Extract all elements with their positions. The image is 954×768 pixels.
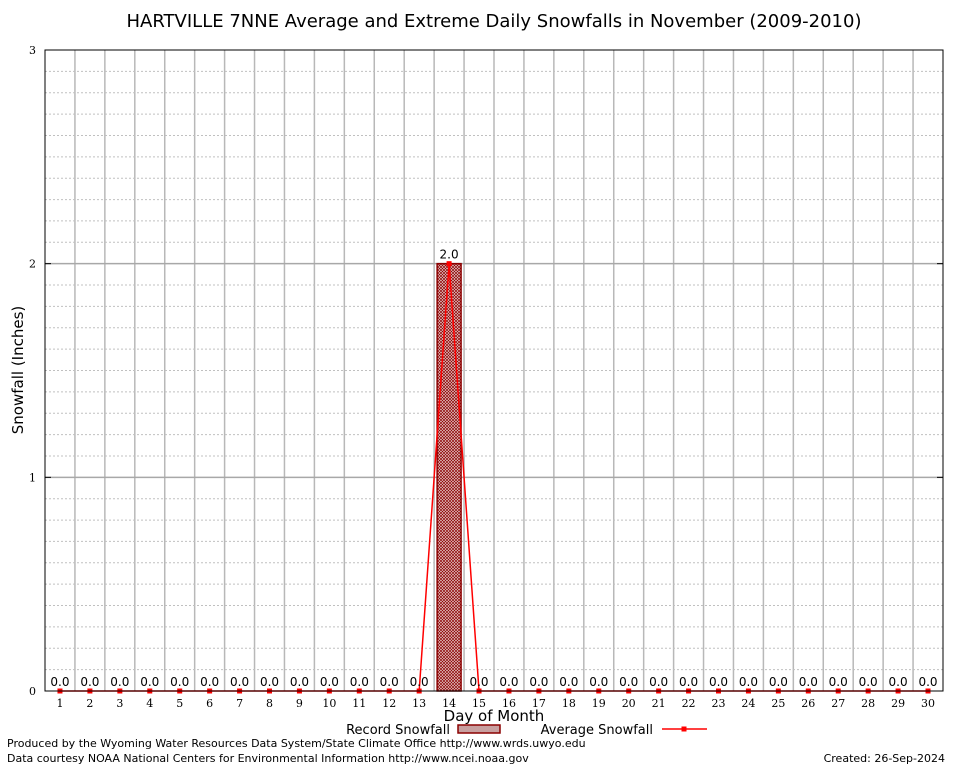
data-label: 0.0 (829, 675, 848, 689)
bars (436, 262, 462, 692)
x-tick-label: 8 (266, 697, 273, 710)
data-label: 0.0 (110, 675, 129, 689)
data-label: 0.0 (350, 675, 369, 689)
data-label: 0.0 (230, 675, 249, 689)
x-tick-label: 24 (741, 697, 755, 710)
data-label: 0.0 (290, 675, 309, 689)
data-label: 0.0 (499, 675, 518, 689)
x-tick-label: 20 (622, 697, 636, 710)
data-label: 0.0 (170, 675, 189, 689)
x-tick-label: 18 (562, 697, 576, 710)
data-label: 0.0 (918, 675, 937, 689)
x-tick-label: 30 (921, 697, 935, 710)
data-labels: 0.0 0.0 0.0 0.0 0.0 0.0 0.0 0.0 0.0 0.0 0.0 0.0 0.0 2… (50, 248, 937, 689)
y-tick-label: 3 (29, 44, 36, 57)
data-label: 0.0 (679, 675, 698, 689)
x-tick-label: 5 (176, 697, 183, 710)
data-label: 0.0 (559, 675, 578, 689)
y-ticks: 0 1 2 3 (29, 44, 943, 698)
legend-swatch-record (457, 724, 501, 734)
x-tick-label: 23 (712, 697, 726, 710)
average-point (446, 261, 452, 267)
data-label: 0.0 (410, 675, 429, 689)
x-tick-label: 9 (296, 697, 303, 710)
y-tick-label: 2 (29, 258, 36, 271)
x-tick-label: 21 (652, 697, 666, 710)
data-label: 0.0 (709, 675, 728, 689)
data-label: 0.0 (80, 675, 99, 689)
legend-label-record: Record Snowfall (346, 723, 450, 738)
x-tick-label: 22 (682, 697, 696, 710)
data-label: 0.0 (140, 675, 159, 689)
record-bar (436, 262, 462, 692)
legend-marker-average (681, 726, 687, 732)
x-tick-label: 7 (236, 697, 243, 710)
x-tick-label: 6 (206, 697, 213, 710)
data-label: 0.0 (320, 675, 339, 689)
x-tick-label: 27 (831, 697, 845, 710)
footer-created: Created: 26-Sep-2024 (824, 752, 945, 765)
data-label: 0.0 (50, 675, 69, 689)
x-tick-label: 16 (502, 697, 516, 710)
x-tick-label: 28 (861, 697, 875, 710)
x-tick-label: 26 (801, 697, 815, 710)
data-label: 0.0 (469, 675, 488, 689)
data-label: 0.0 (739, 675, 758, 689)
footer-produced-by: Produced by the Wyoming Water Resources … (7, 737, 586, 750)
legend-label-average: Average Snowfall (541, 723, 653, 738)
plot-frame (44, 49, 944, 692)
x-tick-label: 17 (532, 697, 546, 710)
x-tick-label: 14 (442, 697, 456, 710)
x-tick-label: 15 (472, 697, 486, 710)
data-label: 0.0 (380, 675, 399, 689)
x-tick-label: 25 (771, 697, 785, 710)
data-label: 0.0 (589, 675, 608, 689)
data-label: 0.0 (799, 675, 818, 689)
y-tick-label: 0 (29, 685, 36, 698)
data-label: 0.0 (769, 675, 788, 689)
x-tick-label: 1 (56, 697, 63, 710)
x-tick-label: 11 (352, 697, 366, 710)
x-ticks: 1 2 3 4 5 6 7 8 9 10 11 12 13 14 15 16 17 18 19 20 21 22 23 24 2… (56, 697, 935, 710)
data-label: 0.0 (619, 675, 638, 689)
x-tick-label: 13 (412, 697, 426, 710)
data-label: 0.0 (200, 675, 219, 689)
x-tick-label: 3 (116, 697, 123, 710)
x-tick-label: 10 (322, 697, 336, 710)
data-label: 2.0 (440, 248, 459, 262)
x-tick-label: 19 (592, 697, 606, 710)
data-label: 0.0 (889, 675, 908, 689)
grid (45, 50, 943, 691)
legend: Record Snowfall Average Snowfall (346, 723, 707, 738)
data-label: 0.0 (529, 675, 548, 689)
y-axis-label: Snowfall (Inches) (9, 306, 27, 434)
x-tick-label: 29 (891, 697, 905, 710)
footer-courtesy: Data courtesy NOAA National Centers for … (7, 752, 529, 765)
data-label: 0.0 (649, 675, 668, 689)
x-tick-label: 4 (146, 697, 153, 710)
data-label: 0.0 (260, 675, 279, 689)
x-axis-label: Day of Month (444, 707, 545, 725)
y-tick-label: 1 (29, 471, 36, 484)
data-label: 0.0 (859, 675, 878, 689)
x-tick-label: 2 (86, 697, 93, 710)
x-tick-label: 12 (382, 697, 396, 710)
chart-title: HARTVILLE 7NNE Average and Extreme Daily… (127, 11, 862, 32)
